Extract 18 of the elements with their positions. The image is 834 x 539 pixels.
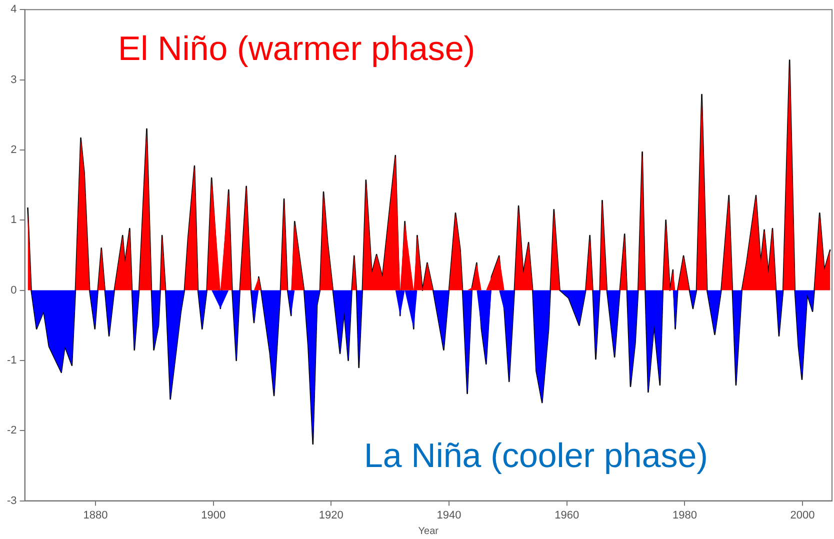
x-tick-label: 1980 <box>672 509 697 522</box>
x-tick-label: 1940 <box>436 509 462 522</box>
annotation: La Niña (cooler phase) <box>364 437 708 476</box>
x-tick-label: 2000 <box>790 509 815 522</box>
y-tick-label: -2 <box>7 424 17 437</box>
x-tick-label: 1960 <box>554 509 580 522</box>
y-tick-label: -1 <box>7 354 17 366</box>
y-tick-label: -3 <box>7 494 17 507</box>
annotation: El Niño (warmer phase) <box>118 30 476 69</box>
y-tick-label: 3 <box>10 74 17 86</box>
x-axis-title: Year <box>418 526 440 537</box>
x-tick-label: 1880 <box>83 509 108 522</box>
y-tick-label: 1 <box>10 214 17 226</box>
x-tick-label: 1900 <box>201 509 226 522</box>
y-tick-label: 0 <box>10 284 17 296</box>
x-tick-label: 1920 <box>318 509 344 522</box>
y-tick-label: 4 <box>10 4 17 16</box>
y-tick-label: 2 <box>10 144 17 156</box>
